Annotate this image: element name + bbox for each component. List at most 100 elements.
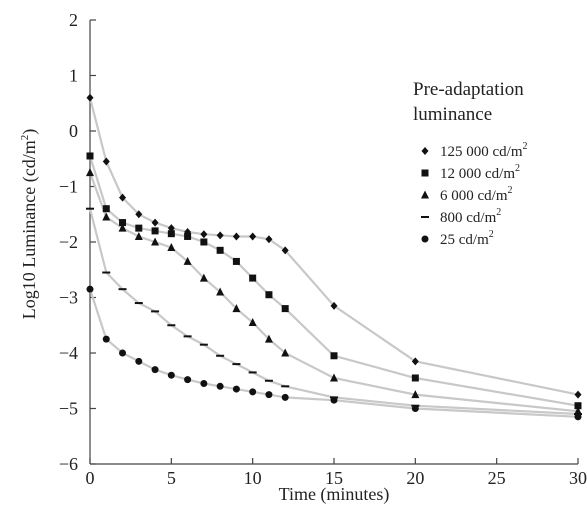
data-point-diamond — [200, 230, 208, 239]
data-point-circle — [119, 349, 127, 357]
data-point-square — [249, 274, 257, 282]
data-point-circle — [102, 335, 110, 343]
data-point-square — [200, 238, 208, 246]
data-point-square — [135, 224, 143, 232]
data-point-circle — [200, 380, 208, 388]
x-tick-label: 15 — [325, 468, 343, 488]
legend-label: 12 000 cd/m2 — [440, 163, 520, 182]
legend-label-sup: 2 — [496, 207, 501, 218]
y-tick-label: −2 — [59, 232, 78, 252]
data-point-square — [281, 305, 289, 313]
series-line-dash — [88, 208, 579, 416]
series-lines — [88, 97, 579, 418]
y-tick-label: 1 — [69, 66, 78, 86]
legend-title-line2: luminance — [413, 104, 492, 125]
data-point-triangle — [134, 231, 143, 240]
data-point-circle — [232, 385, 240, 393]
series-line-diamond — [88, 97, 579, 396]
data-point-triangle — [232, 304, 241, 313]
y-tick-label: −4 — [59, 343, 78, 363]
data-point-circle — [281, 393, 289, 401]
data-point-square — [265, 291, 273, 299]
data-point-circle — [86, 285, 94, 293]
data-point-diamond — [281, 246, 289, 255]
data-point-dash — [199, 343, 208, 346]
data-point-circle — [265, 391, 273, 399]
data-point-diamond — [411, 357, 419, 366]
data-point-dash — [102, 271, 111, 274]
legend-label-sup: 2 — [489, 229, 494, 240]
data-point-diamond — [86, 93, 94, 102]
data-point-dash — [183, 335, 192, 338]
data-point-circle — [411, 405, 419, 412]
x-tick-label: 20 — [406, 468, 424, 488]
data-point-triangle — [281, 348, 290, 357]
legend-label: 800 cd/m2 — [440, 207, 501, 226]
y-axis-title-text: Log10 Luminance (cd/m — [19, 140, 40, 319]
series-line-square — [88, 155, 579, 407]
data-point-triangle — [151, 237, 160, 246]
legend-label: 6 000 cd/m2 — [440, 185, 513, 204]
legend-marker-circle — [421, 235, 429, 243]
data-point-dash — [167, 324, 176, 327]
legend-label-text: 25 cd/m — [440, 232, 489, 248]
data-point-circle — [216, 382, 224, 390]
data-point-square — [411, 374, 419, 382]
data-point-dash — [232, 363, 241, 366]
data-point-triangle — [199, 273, 208, 282]
y-tick-label: 2 — [69, 10, 78, 30]
y-tick-label: −5 — [59, 399, 78, 419]
legend-label: 25 cd/m2 — [440, 229, 494, 248]
x-tick-label: 25 — [488, 468, 506, 488]
data-point-triangle — [216, 287, 225, 296]
data-point-triangle — [574, 406, 582, 415]
legend-marker-diamond — [421, 147, 429, 155]
y-tick-label: −3 — [59, 288, 78, 308]
data-point-circle — [574, 413, 582, 421]
series-line-triangle — [88, 172, 579, 413]
legend: Pre-adaptation luminance 125 000 cd/m212… — [413, 79, 528, 248]
data-point-circle — [249, 388, 257, 396]
y-tick-label: 0 — [69, 121, 78, 141]
data-point-diamond — [265, 235, 273, 244]
data-point-square — [330, 352, 338, 360]
x-tick-label: 30 — [569, 468, 587, 488]
data-point-square — [574, 402, 582, 410]
data-point-diamond — [167, 224, 175, 233]
data-point-diamond — [151, 218, 159, 227]
data-point-triangle — [167, 243, 176, 252]
data-point-triangle — [411, 390, 420, 399]
data-point-triangle — [183, 256, 192, 265]
x-tick-label: 0 — [86, 468, 95, 488]
data-point-diamond — [119, 193, 127, 202]
y-axis-title-sup: 2 — [19, 135, 31, 141]
x-axis-title: Time (minutes) — [279, 484, 390, 505]
legend-label-text: 800 cd/m — [440, 210, 497, 226]
legend-marker-triangle — [421, 190, 429, 199]
x-tick-label: 10 — [244, 468, 262, 488]
x-tick-label: 5 — [167, 468, 176, 488]
data-point-square — [86, 152, 94, 160]
data-point-square — [119, 219, 127, 227]
data-point-circle — [167, 371, 175, 379]
legend-label-sup: 2 — [508, 185, 513, 196]
data-point-diamond — [232, 232, 240, 241]
data-point-diamond — [249, 232, 257, 241]
data-point-triangle — [330, 373, 338, 382]
data-point-triangle — [118, 223, 127, 232]
data-point-square — [151, 227, 159, 235]
data-point-square — [184, 232, 192, 240]
data-point-circle — [330, 396, 338, 404]
legend-label-text: 6 000 cd/m — [440, 188, 508, 204]
legend-label: 125 000 cd/m2 — [440, 141, 528, 160]
data-point-dash — [264, 379, 273, 382]
y-axis-title-close: ) — [19, 129, 40, 135]
data-point-diamond — [330, 301, 338, 310]
legend-marker-square — [421, 169, 429, 177]
data-point-circle — [184, 376, 192, 384]
data-point-dash — [118, 288, 127, 291]
data-point-triangle — [264, 334, 273, 343]
data-point-dash — [216, 354, 225, 357]
